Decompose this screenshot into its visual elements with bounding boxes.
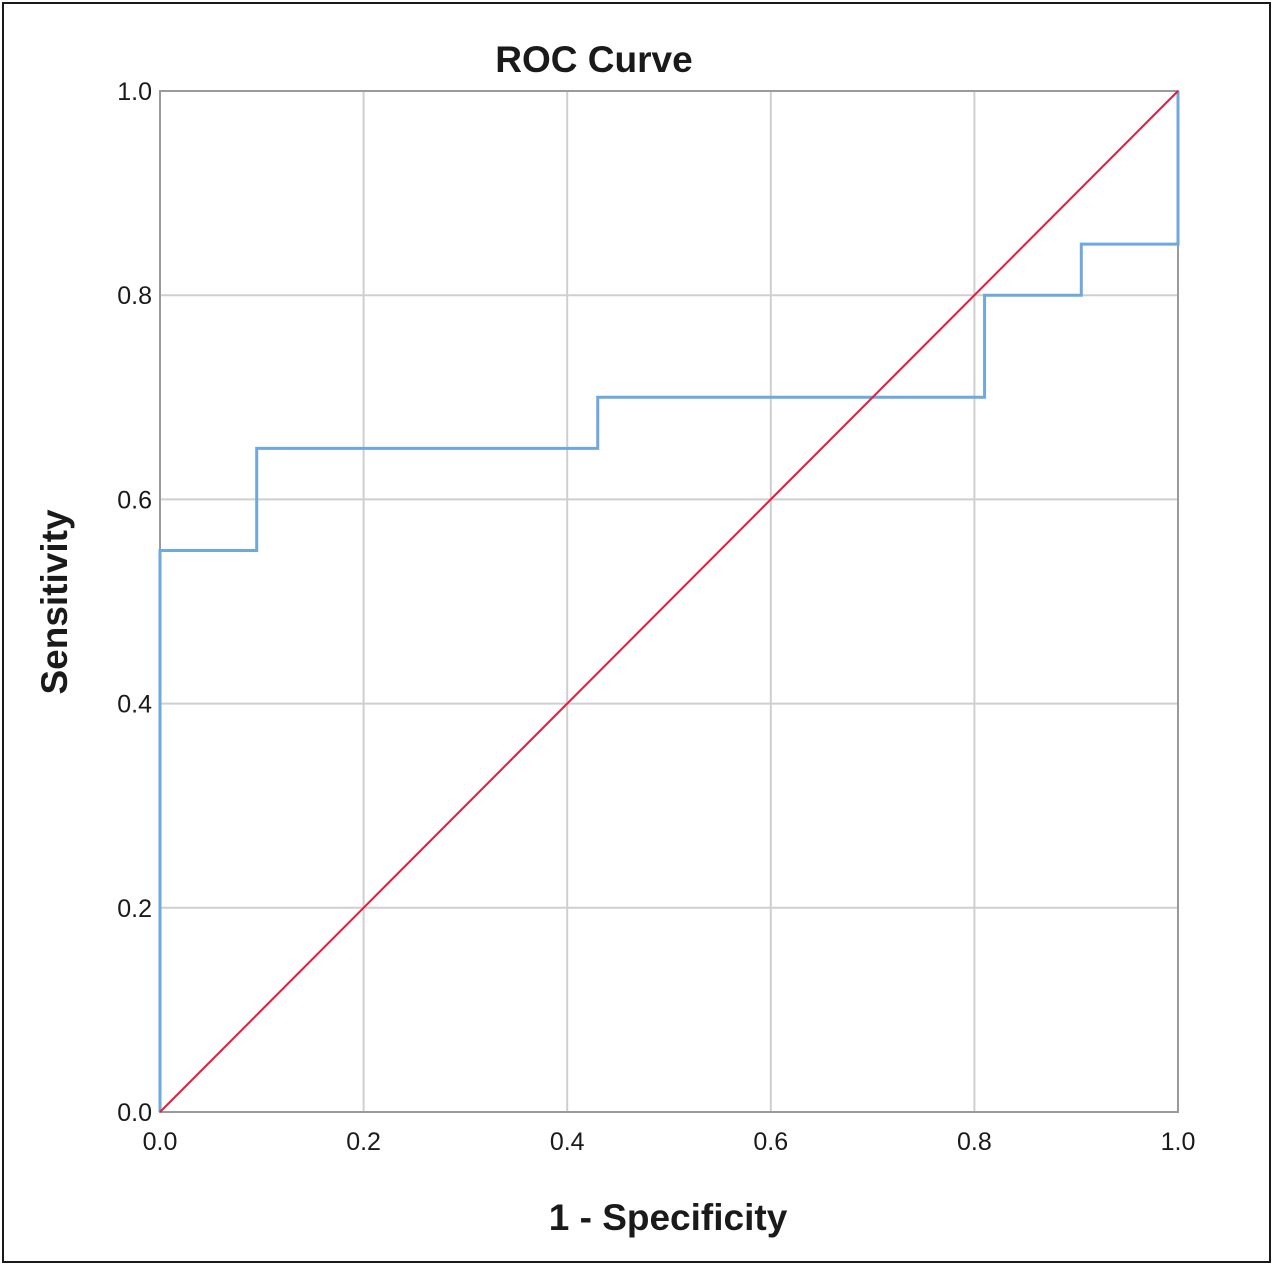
x-axis-ticks: 0.0 0.2 0.4 0.6 0.8 1.0 (143, 1128, 1196, 1156)
y-tick-label: 0.2 (117, 895, 152, 923)
x-tick-label: 0.4 (550, 1128, 585, 1156)
x-axis-label: 1 - Specificity (549, 1197, 788, 1238)
x-tick-label: 0.0 (143, 1128, 178, 1156)
y-tick-label: 1.0 (117, 78, 152, 106)
x-tick-label: 0.2 (346, 1128, 381, 1156)
y-axis-label: Sensitivity (34, 509, 75, 694)
y-tick-label: 0.8 (117, 282, 152, 310)
y-tick-label: 0.6 (117, 486, 152, 514)
y-axis-ticks: 0.0 0.2 0.4 0.6 0.8 1.0 (117, 78, 152, 1127)
grid-lines (160, 91, 1178, 1112)
y-tick-label: 0.0 (117, 1099, 152, 1127)
x-tick-label: 1.0 (1161, 1128, 1196, 1156)
x-tick-label: 0.6 (753, 1128, 788, 1156)
y-tick-label: 0.4 (117, 691, 152, 719)
roc-curve-line (158, 91, 1180, 1112)
reference-line (159, 90, 1179, 1113)
x-tick-label: 0.8 (957, 1128, 992, 1156)
series-layer (158, 90, 1180, 1113)
chart-title: ROC Curve (495, 39, 692, 80)
